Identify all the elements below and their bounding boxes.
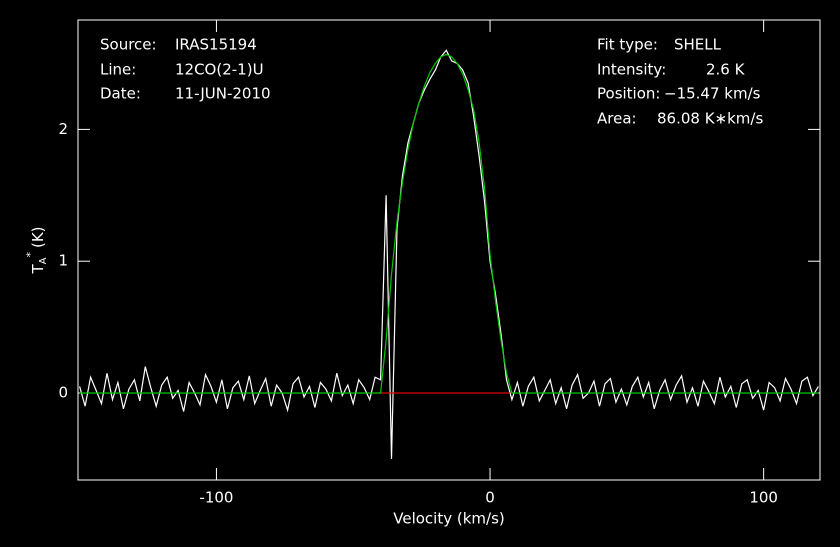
- x-tick-label: 100: [749, 489, 778, 507]
- x-tick-label: 0: [485, 489, 495, 507]
- y-label-sup: *: [24, 252, 37, 258]
- annotation-label: Source:: [100, 36, 157, 54]
- annotation-label: Intensity:: [597, 61, 666, 79]
- y-tick-label: 2: [58, 120, 68, 138]
- y-tick-label: 1: [58, 252, 68, 270]
- annotation-value: IRAS15194: [175, 36, 257, 54]
- annotation-value: −15.47 km/s: [664, 85, 761, 103]
- y-label-main: T: [29, 264, 47, 275]
- plot-frame: [77, 19, 821, 481]
- y-label-sub: A: [38, 257, 49, 264]
- annotation-value: 12CO(2-1)U: [175, 61, 264, 79]
- y-tick-label: 0: [58, 384, 68, 402]
- annotation-label: Fit type:: [597, 36, 658, 54]
- annotation-label: Line:: [100, 61, 136, 79]
- annotation-label: Area:: [597, 110, 637, 128]
- x-axis-label: Velocity (km/s): [393, 510, 504, 528]
- x-tick-label: -100: [199, 489, 233, 507]
- series-line: [79, 53, 819, 394]
- annotation-label: Date:: [100, 85, 141, 103]
- annotation-value: SHELL: [674, 36, 722, 54]
- y-label-unit: (K): [29, 226, 47, 248]
- annotation-value: 11-JUN-2010: [175, 85, 271, 103]
- annotation-value: 86.08 K∗km/s: [657, 110, 763, 128]
- y-axis-label: TA* (K): [24, 226, 49, 274]
- annotation-value: 2.6 K: [706, 61, 746, 79]
- annotation-label: Position:: [597, 85, 660, 103]
